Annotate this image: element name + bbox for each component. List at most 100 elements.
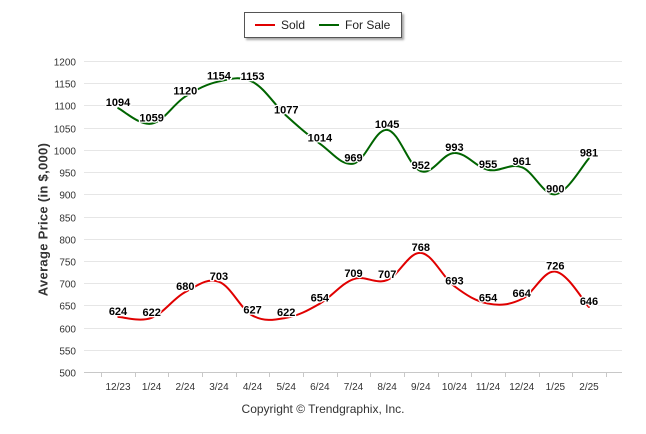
legend-item-for-sale: For Sale [319,18,390,32]
data-point-for-sale [588,157,590,160]
x-tick-label: 12/24 [509,382,534,393]
x-tick-label: 10/24 [442,382,467,393]
x-tick-label: 9/24 [411,382,431,393]
data-point-sold [352,278,355,280]
legend-label-sold: Sold [281,18,306,32]
data-label-for-sale: 955 [479,159,497,171]
data-label-for-sale: 961 [513,156,531,168]
data-label-for-sale: 1077 [274,105,298,117]
x-tick-label: 12/23 [105,382,130,393]
data-label-sold: 680 [176,281,194,293]
data-point-sold [218,281,220,283]
y-tick-label: 1100 [54,102,76,113]
x-tick-label: 2/25 [579,382,599,393]
x-tick-label: 8/24 [377,382,397,393]
data-point-for-sale [520,166,523,168]
data-point-sold [588,306,590,308]
data-label-for-sale: 1045 [375,119,399,131]
legend-item-sold: Sold [255,18,305,32]
data-label-sold: 622 [277,307,295,319]
data-label-sold: 622 [142,307,160,319]
data-label-for-sale: 969 [344,153,362,165]
data-label-sold: 693 [445,275,463,287]
legend-swatch-for-sale [319,24,339,26]
data-point-for-sale [352,162,355,165]
data-point-sold [453,285,456,288]
y-tick-label: 850 [59,214,76,225]
legend-label-for-sale: For Sale [345,18,391,32]
data-label-sold: 627 [243,305,261,317]
data-point-sold [554,270,557,273]
data-label-for-sale: 1014 [308,133,333,145]
data-label-sold: 664 [513,288,532,300]
data-label-sold: 654 [479,293,498,305]
data-label-for-sale: 1120 [173,86,197,98]
y-tick-label: 900 [59,191,76,202]
data-point-for-sale [554,193,557,196]
x-tick-label: 4/24 [243,382,263,393]
x-tick-label: 1/25 [546,382,566,393]
data-label-for-sale: 1153 [241,71,265,83]
data-label-for-sale: 1094 [106,97,131,109]
data-label-sold: 707 [378,269,396,281]
data-point-for-sale [150,122,153,125]
data-label-for-sale: 993 [445,142,463,154]
data-point-for-sale [117,107,119,109]
x-tick-label: 3/24 [209,382,229,393]
data-label-for-sale: 952 [412,160,430,172]
y-tick-label: 650 [59,302,76,313]
x-tick-label: 7/24 [344,382,364,393]
data-label-for-sale: 900 [546,183,564,195]
data-point-for-sale [319,142,321,145]
x-tick-label: 2/24 [176,382,196,393]
legend-swatch-sold [255,24,275,26]
x-tick-label: 11/24 [476,382,501,393]
data-point-sold [117,316,119,318]
data-point-sold [386,279,388,281]
data-point-for-sale [453,152,456,154]
y-tick-label: 1050 [54,125,77,136]
data-point-sold [150,316,153,319]
x-tick-label: 1/24 [142,382,162,393]
y-tick-label: 1000 [54,147,77,158]
data-point-for-sale [184,95,187,98]
data-point-sold [184,291,187,293]
data-point-sold [251,314,254,317]
y-tick-label: 950 [59,169,76,180]
data-label-sold: 768 [412,242,430,254]
data-label-for-sale: 1059 [139,113,163,125]
y-tick-label: 750 [59,258,76,269]
data-point-for-sale [487,169,489,171]
data-label-sold: 624 [109,306,128,318]
y-tick-label: 1200 [54,58,77,69]
y-tick-label: 1150 [54,80,76,91]
data-point-for-sale [251,81,254,83]
data-label-for-sale: 1154 [207,70,232,82]
data-point-for-sale [386,129,388,131]
data-point-sold [319,302,321,305]
y-tick-label: 500 [59,369,76,380]
data-label-sold: 709 [344,268,362,280]
y-tick-label: 800 [59,236,76,247]
data-label-sold: 654 [311,293,330,305]
data-point-sold [487,302,489,305]
y-axis-title: Average Price (in $,000) [35,142,51,297]
y-tick-label: 600 [59,325,76,336]
data-point-for-sale [218,80,220,83]
y-tick-label: 550 [59,347,76,358]
data-point-for-sale [285,114,288,117]
data-point-sold [285,316,288,319]
data-label-for-sale: 981 [580,147,598,159]
legend: Sold For Sale [244,12,402,38]
x-tick-label: 6/24 [310,382,330,393]
data-point-for-sale [419,170,422,172]
x-tick-label: 5/24 [276,382,296,393]
data-point-sold [419,252,422,254]
copyright-text: Copyright © Trendgraphix, Inc. [241,402,405,416]
y-tick-label: 700 [59,280,76,291]
data-label-sold: 703 [210,271,228,283]
data-label-sold: 726 [546,261,564,273]
data-label-sold: 646 [580,296,598,308]
data-point-sold [520,298,523,300]
